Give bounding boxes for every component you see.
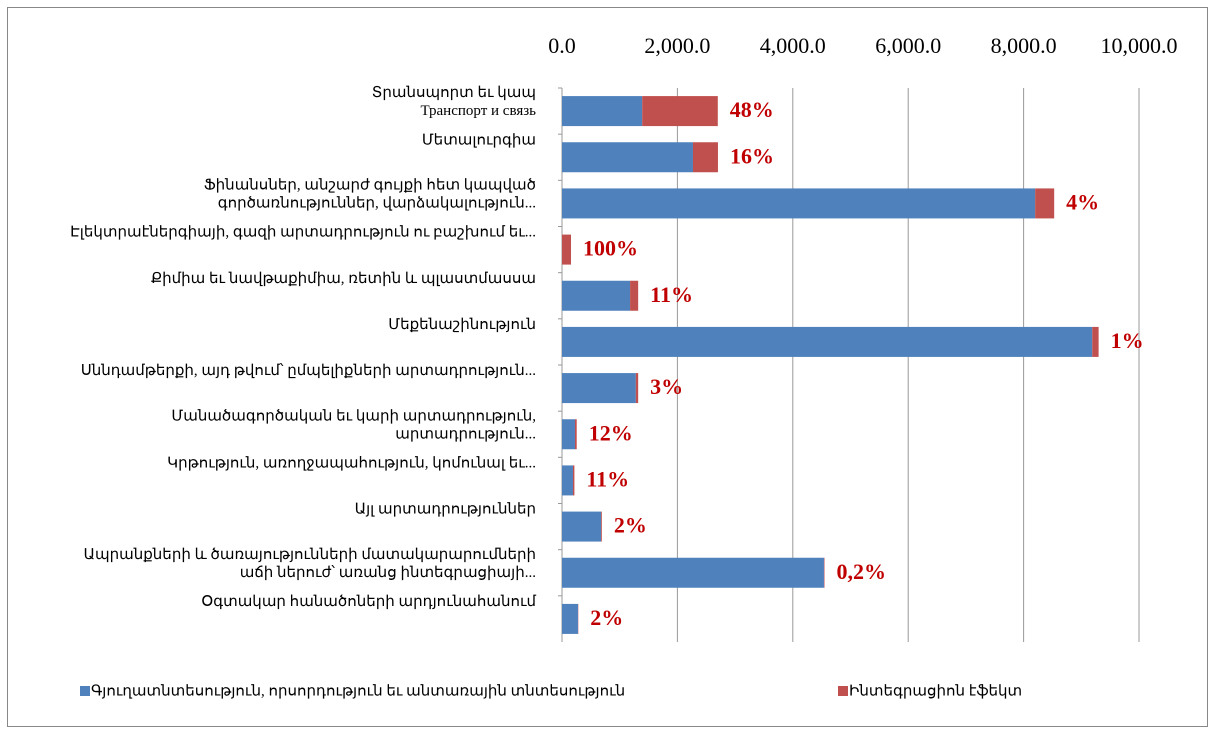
bar-segment (562, 96, 642, 126)
bar-segment (562, 419, 575, 449)
bar-segment (562, 604, 578, 634)
data-label: 12% (589, 420, 633, 445)
data-label: 0,2% (836, 559, 886, 584)
x-tick-label: 6,000.0 (875, 33, 941, 58)
data-label: 4% (1066, 189, 1099, 214)
bar-segment (636, 373, 638, 403)
data-label: 2% (590, 605, 623, 630)
data-label: 3% (650, 374, 683, 399)
legend-label: Գյուղատնտեսություն, որսորդություն եւ անտ… (91, 683, 625, 699)
y-tick-label: Մետալուրգիա (422, 133, 536, 149)
y-tick-label: Կրթություն, առողջապահություն, կոմունալ ե… (167, 456, 536, 472)
bar-segment (575, 419, 577, 449)
bar-segment (693, 142, 718, 172)
y-tick-label: Էլեկտրաէներգիայի, գազի արտադրություն ու … (70, 225, 536, 241)
bar-segment (642, 96, 718, 126)
bar-segment (1035, 188, 1054, 218)
data-label: 2% (614, 513, 647, 538)
y-tick-label: Մեքենաշինություն (388, 317, 536, 333)
x-tick-label: 8,000.0 (991, 33, 1057, 58)
bar-segment (562, 558, 824, 588)
legend-swatch (838, 686, 848, 696)
bar-segment (573, 465, 574, 495)
legend-swatch (80, 686, 90, 696)
x-tick-label: 2,000.0 (644, 33, 710, 58)
data-label: 11% (650, 282, 693, 307)
x-tick-label: 10,000.0 (1101, 33, 1178, 58)
y-tick-label: Սննդամթերքի, այդ թվում՝ ըմպելիքների արտա… (81, 364, 536, 380)
data-label: 100% (583, 236, 638, 261)
data-label: 48% (730, 97, 774, 122)
bar-segment (562, 327, 1092, 357)
bar-segment (562, 188, 1035, 218)
bar-segment (562, 373, 636, 403)
data-label: 1% (1111, 328, 1144, 353)
bar-segment (630, 281, 638, 311)
y-tick-label: Այլ արտադրություններ (355, 502, 536, 518)
bar-segment (562, 281, 630, 311)
bar-segment (824, 558, 825, 588)
legend-label: Ինտեգրացիոն էֆեկտ (849, 683, 1022, 699)
bar-segment (562, 142, 693, 172)
data-label: 16% (730, 143, 774, 168)
y-tick-label: Օգտակար հանածոների արդյունահանում (201, 594, 536, 610)
x-tick-label: 4,000.0 (760, 33, 826, 58)
data-label: 11% (586, 466, 629, 491)
bar-segment (562, 465, 573, 495)
bar-segment (601, 512, 602, 542)
x-tick-label: 0.0 (548, 33, 576, 58)
bar-segment (562, 512, 601, 542)
bar-segment (562, 235, 571, 265)
y-tick-label: Քիմիա եւ նավթաքիմիա, ռետին և պլաստմասսա (151, 271, 536, 287)
bar-segment (1092, 327, 1098, 357)
